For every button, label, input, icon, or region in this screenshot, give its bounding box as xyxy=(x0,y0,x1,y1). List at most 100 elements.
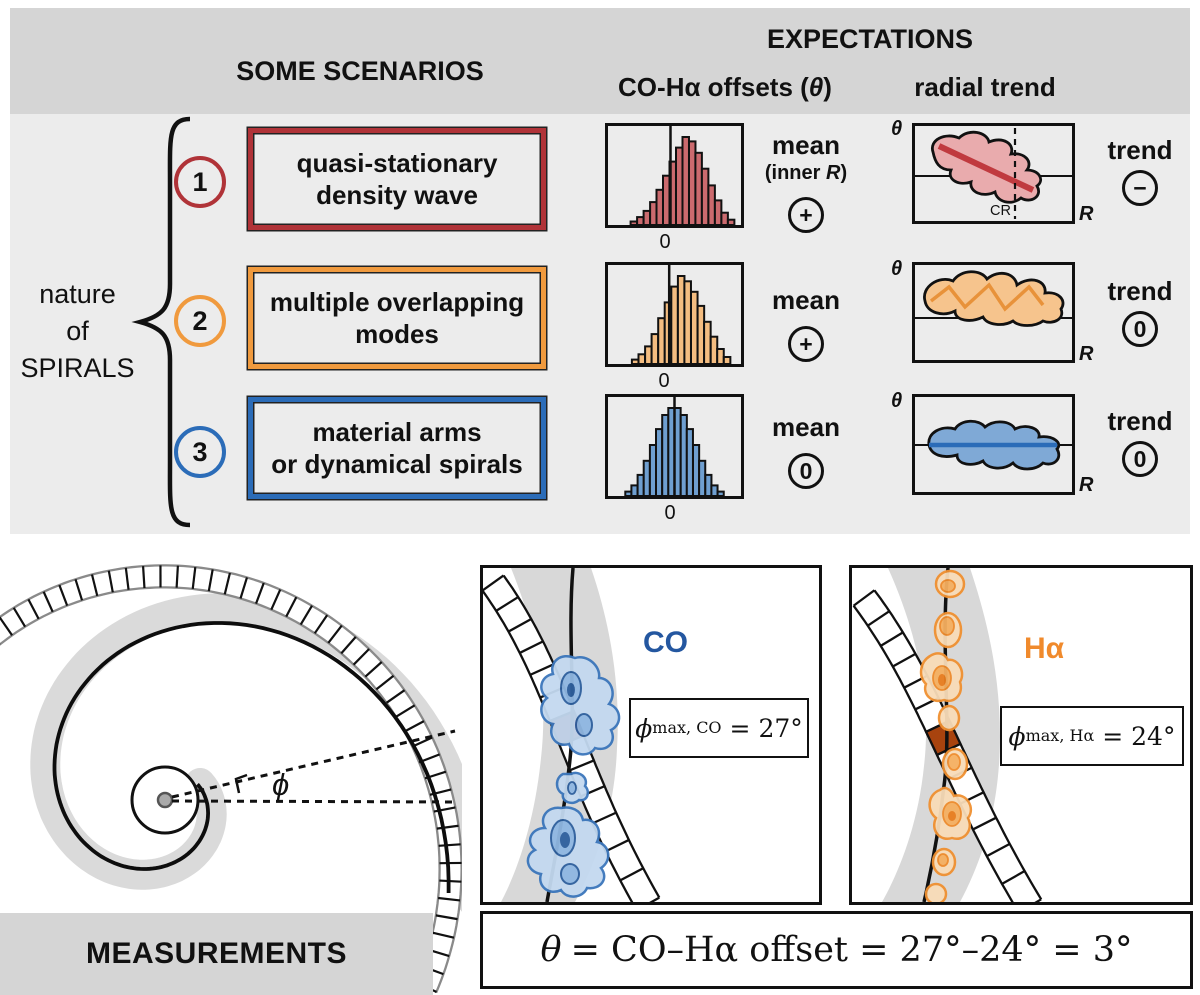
trend-block-2: trend 0 xyxy=(1088,277,1192,347)
offset-equation-box: θ = CO–Hα offset = 27°–24° = 3° xyxy=(480,911,1193,989)
histogram-1-panel xyxy=(605,123,744,228)
scenario-2-line1: multiple overlapping xyxy=(269,287,525,317)
trend-2-art xyxy=(915,270,1072,327)
trend-1-art: CR xyxy=(915,128,1072,219)
mean-symbol-3: 0 xyxy=(788,453,824,489)
scenario-2-digit: 2 xyxy=(192,305,208,336)
scenario-2-number: 2 xyxy=(174,295,226,347)
mean-note-R: R xyxy=(826,162,841,184)
histogram-3-zero: 0 xyxy=(664,502,676,524)
offsets-column-title: CO-Hα offsets (θ) xyxy=(585,72,865,103)
scenario-3-number: 3 xyxy=(174,426,226,478)
co-phi-value: = 27° xyxy=(729,713,803,743)
trend-symbol-2: 0 xyxy=(1122,311,1158,347)
expectations-title: EXPECTATIONS xyxy=(766,24,974,54)
phi-angle-bracket xyxy=(234,773,248,794)
halpha-map-panel: Hα ϕ max, Hα = 24° xyxy=(849,565,1193,905)
spiral-annotations: ϕ xyxy=(130,729,458,835)
nature-line1: nature xyxy=(39,279,116,309)
halpha-phi-symbol: ϕ xyxy=(1008,721,1026,751)
mean-block-2: mean + xyxy=(752,286,860,362)
co-map-art xyxy=(483,568,661,902)
trend-2-panel xyxy=(912,262,1075,363)
co-phi-box: ϕ max, CO = 27° xyxy=(629,698,809,758)
equation-text: = CO–Hα offset = 27°–24° = 3° xyxy=(570,930,1133,970)
phi-angle-symbol: ϕ xyxy=(272,767,289,802)
nature-of-spirals-label: nature of SPIRALS xyxy=(15,276,140,387)
scenario-1-line1: quasi-stationary xyxy=(296,148,498,178)
co-contours xyxy=(526,655,621,898)
trend-1-panel: CR xyxy=(912,123,1075,224)
trend-label-1: trend xyxy=(1107,135,1173,165)
mean-block-3: mean 0 xyxy=(752,413,860,489)
mean-label-1: mean xyxy=(772,130,840,160)
histogram-1-zero: 0 xyxy=(659,231,671,253)
scenario-3-line1: material arms xyxy=(312,417,482,447)
mean-symbol-1: + xyxy=(788,197,824,233)
radial-trend-column-title: radial trend xyxy=(914,72,1056,102)
co-map-panel: CO ϕ max, CO = 27° xyxy=(480,565,822,905)
measurements-title: MEASUREMENTS xyxy=(85,937,347,970)
trend-2-zigzag xyxy=(929,282,1045,312)
offsets-title-theta: θ xyxy=(808,72,824,102)
scenario-3-box: material arms or dynamical spirals xyxy=(248,397,546,499)
mean-label-2: mean xyxy=(772,285,840,315)
trend-2-r-label: R xyxy=(1079,343,1094,365)
offsets-title-text: CO-Hα offsets ( xyxy=(618,72,809,102)
trend-label-3: trend xyxy=(1107,406,1173,436)
measurements-band: MEASUREMENTS xyxy=(0,913,433,995)
trend-3-panel xyxy=(912,394,1075,495)
scenario-2-box: multiple overlapping modes xyxy=(248,267,546,369)
header-band xyxy=(10,8,1190,114)
nature-line3: SPIRALS xyxy=(20,353,135,383)
trend-block-1: trend − xyxy=(1088,136,1192,206)
scenario-2-line2: modes xyxy=(355,319,439,349)
halpha-map-art xyxy=(852,568,1043,902)
mean-block-1: mean (inner R) + xyxy=(752,131,860,233)
offsets-title-close: ) xyxy=(823,72,832,102)
halpha-label: Hα xyxy=(1024,632,1065,665)
histogram-2-zero: 0 xyxy=(658,370,670,392)
histogram-2-panel xyxy=(605,262,744,367)
scenario-1-digit: 1 xyxy=(192,166,208,197)
halpha-phi-box: ϕ max, Hα = 24° xyxy=(1000,706,1184,766)
mean-note-pre: (inner xyxy=(764,162,826,184)
trend-1-slope-line xyxy=(937,143,1035,193)
galaxy-center-dot xyxy=(156,791,174,809)
trend-3-r-label: R xyxy=(1079,474,1094,496)
phi-angle-dashed xyxy=(171,729,456,799)
mean-symbol-2: + xyxy=(788,326,824,362)
scenario-1-number: 1 xyxy=(174,156,226,208)
trend-3-art xyxy=(915,419,1072,471)
mean-note-post: ) xyxy=(840,162,848,184)
scenario-1-line2: density wave xyxy=(316,180,478,210)
histogram-2 xyxy=(630,265,732,366)
halpha-phi-value: = 24° xyxy=(1102,721,1176,751)
scenario-1-box: quasi-stationary density wave xyxy=(248,128,546,230)
halpha-contours xyxy=(919,569,973,902)
co-label: CO xyxy=(643,626,688,659)
trend-3-theta-label: θ xyxy=(891,390,903,412)
equation-theta: θ xyxy=(540,930,562,970)
nature-line2: of xyxy=(66,316,89,346)
scenario-3-digit: 3 xyxy=(192,436,208,467)
curly-brace xyxy=(131,116,191,528)
trend-1-r-label: R xyxy=(1079,203,1094,225)
histogram-1 xyxy=(629,126,736,227)
co-phi-symbol: ϕ xyxy=(635,713,653,743)
spiral-sketch: ϕ xyxy=(0,564,462,993)
trend-2-blob xyxy=(923,270,1065,327)
scenarios-title: SOME SCENARIOS xyxy=(236,56,484,86)
trend-symbol-1: − xyxy=(1122,170,1158,206)
histogram-3-panel xyxy=(605,394,744,499)
corotation-label: CR xyxy=(990,203,1011,219)
scenario-3-line2: or dynamical spirals xyxy=(271,449,523,479)
mean-note-1: (inner R) xyxy=(752,159,860,187)
mean-label-3: mean xyxy=(772,412,840,442)
trend-symbol-3: 0 xyxy=(1122,441,1158,477)
trend-2-theta-label: θ xyxy=(891,258,903,280)
trend-1-theta-label: θ xyxy=(891,118,903,140)
trend-block-3: trend 0 xyxy=(1088,407,1192,477)
trend-label-2: trend xyxy=(1107,276,1173,306)
phi-baseline-dashed xyxy=(171,799,458,804)
